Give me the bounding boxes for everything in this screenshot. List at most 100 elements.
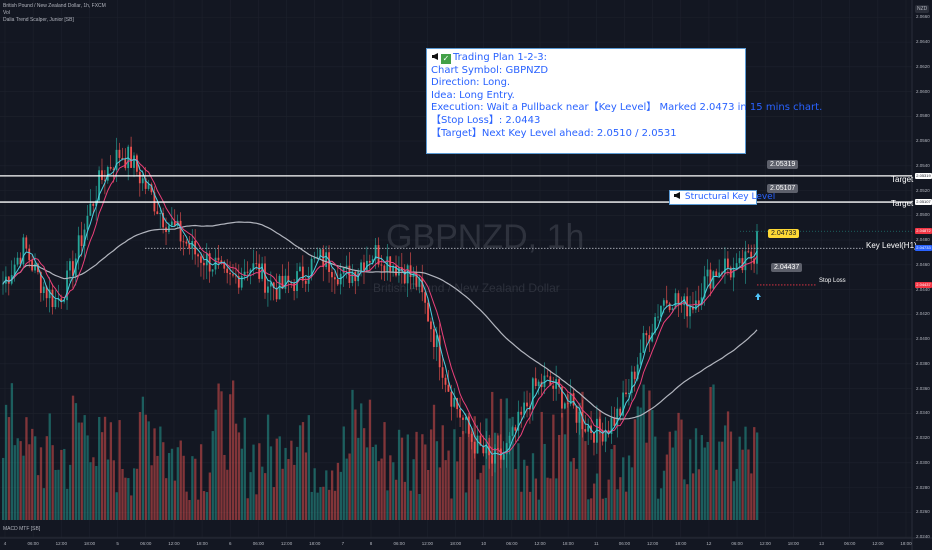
candle-body	[628, 392, 630, 395]
volume-bar	[447, 450, 450, 520]
candle-body	[141, 178, 144, 184]
volume-bar	[325, 470, 328, 520]
target-lower-tag[interactable]: 2.05107	[767, 184, 799, 193]
volume-bar	[144, 414, 147, 520]
volume-bar	[659, 488, 663, 520]
volume-bar	[415, 431, 418, 520]
candle-body	[424, 292, 427, 303]
candle-body	[211, 269, 214, 272]
volume-bar	[290, 440, 293, 520]
candle-body	[60, 298, 63, 302]
stop-loss-tag[interactable]: 2.04437	[771, 263, 803, 272]
volume-bar	[441, 425, 444, 520]
y-tick-label: 2.0600	[916, 88, 930, 94]
volume-bar	[552, 414, 555, 520]
key-level-tag[interactable]: 2.04733	[768, 229, 800, 238]
volume-bar	[726, 411, 730, 520]
candle-body	[578, 411, 581, 423]
target-upper-tag[interactable]: 2.05319	[767, 160, 799, 169]
candle-body	[304, 280, 307, 284]
volume-bar	[633, 419, 637, 520]
key-level-label: Key Level(H1)	[866, 241, 917, 250]
candle-body	[636, 364, 639, 380]
volume-bar	[496, 435, 500, 520]
volume-bar	[569, 461, 572, 520]
candle-body	[517, 411, 520, 431]
volume-bar	[197, 499, 200, 520]
plan-line-2: Chart Symbol: GBPNZD	[431, 64, 549, 76]
candle-body	[575, 405, 578, 423]
volume-bar	[616, 489, 619, 520]
volume-bar	[549, 478, 552, 520]
candle-body	[223, 262, 226, 269]
candle-body	[144, 178, 147, 189]
candle-body	[13, 264, 16, 276]
candle-body	[598, 418, 601, 431]
volume-bar	[272, 487, 276, 520]
volume-bar	[252, 444, 255, 520]
candle-body	[505, 443, 508, 454]
volume-bar	[322, 486, 325, 520]
volume-bar	[630, 467, 634, 520]
candle-body	[427, 302, 429, 322]
y-tick-label: 2.0260	[916, 509, 930, 515]
candle-body	[520, 411, 523, 415]
candle-body	[494, 448, 496, 464]
candle-body	[83, 229, 86, 246]
volume-bar	[756, 432, 759, 520]
megaphone-icon	[673, 191, 682, 200]
candle-body	[138, 171, 141, 184]
x-tick-label: 12:00	[872, 541, 884, 546]
candle-body	[234, 275, 237, 277]
candle-body	[217, 257, 220, 261]
volume-bar	[138, 412, 142, 520]
currency-badge[interactable]: NZD	[915, 5, 930, 13]
candle-body	[80, 235, 83, 246]
candle-body	[566, 403, 569, 405]
candle-body	[432, 329, 435, 348]
volume-bar	[130, 495, 133, 520]
trading-plan-box[interactable]: ✓ Trading Plan 1-2-3: Chart Symbol: GBPNZ…	[426, 48, 822, 154]
volume-bar	[243, 417, 246, 520]
candle-body	[543, 375, 546, 388]
candle-body	[281, 275, 284, 289]
volume-bar	[63, 448, 66, 520]
volume-bar	[162, 442, 165, 520]
candle-body	[438, 335, 441, 368]
volume-bar	[339, 471, 343, 520]
candle-body	[537, 381, 540, 387]
volume-bar	[298, 425, 302, 520]
volume-bar	[319, 487, 322, 520]
volume-bar	[313, 468, 316, 520]
candle-body	[348, 265, 351, 283]
candle-body	[86, 215, 89, 230]
volume-bar	[590, 498, 593, 520]
structural-key-level-label[interactable]: Structural Key Level	[669, 190, 775, 205]
volume-bar	[51, 445, 54, 520]
candle-body	[700, 297, 703, 306]
volume-bar	[467, 413, 471, 520]
candle-body	[677, 293, 680, 305]
volume-bar	[109, 422, 113, 520]
volume-bar	[514, 468, 517, 520]
volume-bar	[173, 480, 177, 520]
candle-body	[552, 385, 555, 389]
volume-bar	[188, 499, 191, 520]
volume-bar	[712, 384, 715, 520]
volume-bar	[406, 434, 409, 520]
candle-body	[313, 257, 316, 259]
candle-body	[456, 397, 459, 410]
volume-bar	[133, 468, 136, 520]
candle-body	[726, 258, 729, 268]
volume-bar	[654, 436, 657, 520]
volume-bar	[558, 434, 561, 520]
candle-body	[162, 213, 165, 228]
y-tick-label: 2.0440	[916, 286, 930, 292]
candle-body	[22, 237, 25, 265]
x-tick-label: 06:00	[844, 541, 856, 546]
candle-body	[118, 149, 121, 158]
candle-body	[191, 240, 194, 249]
volume-bar	[118, 420, 121, 520]
trend-indicator-label: Dalia Trend Scalper, Junior [SB]	[3, 17, 74, 23]
